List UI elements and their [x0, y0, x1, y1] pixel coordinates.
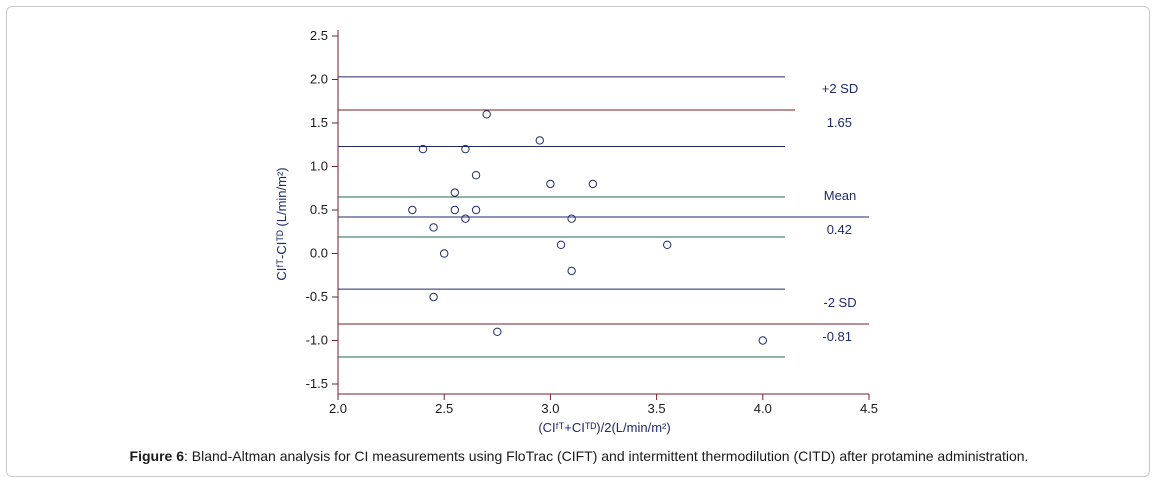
- caption-text: : Bland-Altman analysis for CI measureme…: [184, 448, 1029, 464]
- data-point-2: [429, 223, 438, 232]
- y-tick-label-2: -0.5: [306, 289, 328, 304]
- data-point-5: [450, 188, 460, 197]
- reference-line-label-0: +2 SD: [822, 81, 859, 96]
- data-point-19: [663, 240, 672, 250]
- y-tick-label-5: 1.0: [310, 159, 328, 174]
- data-point-7: [461, 144, 470, 154]
- data-point-13: [535, 136, 544, 145]
- y-tick-label-3: 0.0: [310, 246, 328, 261]
- data-point-15: [556, 240, 566, 250]
- x-axis-label: (CIᶠᵀ+CIᵀᴰ)/2(L/min/m²): [538, 420, 670, 435]
- data-point-18: [588, 179, 598, 189]
- data-point-16: [567, 214, 576, 223]
- caption-label: Figure 6: [129, 448, 184, 464]
- reference-line-value-0: 1.65: [827, 115, 852, 130]
- y-tick-label-8: 2.5: [310, 28, 328, 43]
- data-point-4: [440, 249, 449, 258]
- data-point-17: [567, 266, 576, 276]
- y-tick-label-4: 0.5: [310, 202, 328, 217]
- data-point-1: [418, 144, 428, 154]
- data-point-12: [493, 327, 502, 336]
- y-tick-label-1: -1.0: [306, 333, 328, 348]
- y-tick-label-7: 2.0: [310, 72, 328, 87]
- data-point-20: [758, 336, 767, 345]
- reference-line-value-2: -0.81: [822, 329, 852, 344]
- x-tick-label-5: 4.5: [860, 401, 878, 416]
- reference-line-value-1: 0.42: [827, 222, 852, 237]
- x-tick-label-4: 4.0: [754, 401, 772, 416]
- figure-frame: [6, 6, 1150, 477]
- y-tick-label-0: -1.5: [306, 376, 328, 391]
- reference-line-label-2: -2 SD: [823, 295, 856, 310]
- figure-caption: Figure 6: Bland-Altman analysis for CI m…: [0, 448, 1158, 464]
- data-point-14: [546, 179, 555, 189]
- data-point-8: [461, 214, 470, 223]
- data-point-0: [408, 205, 417, 215]
- y-tick-label-6: 1.5: [310, 115, 328, 130]
- data-point-3: [429, 292, 438, 302]
- data-point-11: [482, 110, 491, 119]
- data-point-10: [471, 205, 481, 215]
- bland-altman-chart: +2 SD 1.65 Mean 0.42 -2 SD -0.81 -1.5 -1.0 -0.5 0…: [274, 28, 878, 435]
- y-axis-label: CIᶠᵀ-CIᵀᴰ (L/min/m²): [274, 167, 289, 280]
- x-tick-label-3: 3.5: [648, 401, 666, 416]
- reference-line-label-1: Mean: [824, 188, 857, 203]
- data-point-9: [471, 171, 481, 180]
- x-tick-label-1: 2.5: [435, 401, 453, 416]
- x-tick-label-0: 2.0: [329, 401, 347, 416]
- x-tick-label-2: 3.0: [541, 401, 559, 416]
- data-point-6: [450, 205, 460, 215]
